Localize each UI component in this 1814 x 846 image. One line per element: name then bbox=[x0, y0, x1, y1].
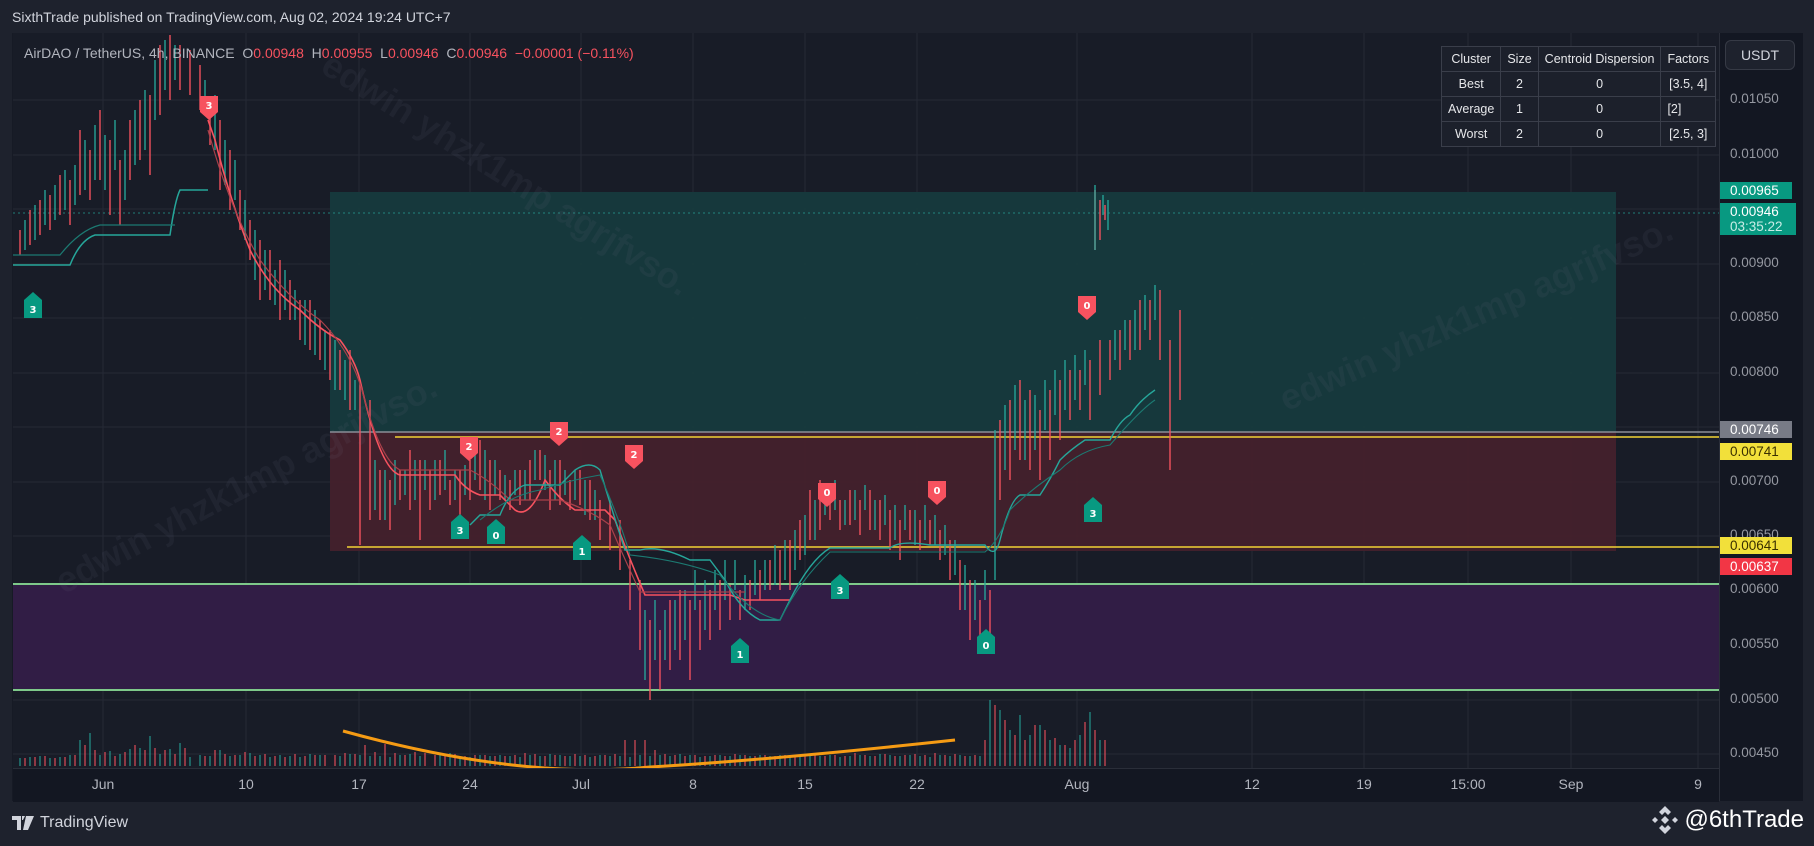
volume-bars bbox=[19, 700, 1106, 766]
volume-trend-curve bbox=[342, 729, 956, 768]
cluster-table: Cluster Size Centroid Dispersion Factors… bbox=[1440, 46, 1717, 147]
bar-countdown: 03:35:22 bbox=[1730, 219, 1783, 234]
price-tick: 0.00900 bbox=[1730, 255, 1779, 270]
time-tick: 12 bbox=[1244, 776, 1260, 792]
svg-text:3: 3 bbox=[206, 101, 213, 112]
price-tick: 0.01050 bbox=[1730, 91, 1779, 106]
bull-signal-3: 3 bbox=[24, 292, 42, 318]
svg-text:1: 1 bbox=[737, 650, 744, 661]
currency-button[interactable]: USDT bbox=[1725, 40, 1795, 70]
publish-line: SixthTrade published on TradingView.com,… bbox=[12, 9, 451, 25]
bull-signal-1: 1 bbox=[573, 535, 591, 560]
bull-signal-3b: 3 bbox=[451, 514, 469, 539]
signal-markers: 3 3 2 2 2 3 0 1 1 0 3 0 0 0 3 bbox=[24, 96, 1102, 663]
price-tick: 0.00450 bbox=[1730, 745, 1779, 760]
svg-text:0: 0 bbox=[1084, 301, 1091, 312]
lower-level-tag: 0.00641 bbox=[1720, 537, 1792, 554]
last-price-tag: 0.00946 03:35:22 bbox=[1720, 203, 1796, 235]
svg-text:2: 2 bbox=[466, 442, 473, 453]
time-tick: Aug bbox=[1064, 776, 1090, 792]
time-tick: Sep bbox=[1558, 776, 1584, 792]
low-value: 0.00946 bbox=[387, 45, 439, 61]
bear-signal-0a: 0 bbox=[818, 483, 836, 507]
svg-text:3: 3 bbox=[1090, 509, 1097, 520]
supertrend-bull-2 bbox=[13, 224, 175, 256]
binance-diamond-icon bbox=[1652, 806, 1679, 834]
svg-text:3: 3 bbox=[837, 586, 844, 597]
high-price-tag: 0.00965 bbox=[1720, 182, 1792, 199]
chart-plot-area[interactable]: 3 3 2 2 2 3 0 1 1 0 3 0 0 0 3 edwin yhzk… bbox=[13, 33, 1719, 768]
time-tick: 8 bbox=[689, 776, 697, 792]
bear-signal-3: 3 bbox=[200, 96, 218, 120]
time-tick: 19 bbox=[1356, 776, 1372, 792]
price-tick: 0.00800 bbox=[1730, 364, 1779, 379]
teal-zone bbox=[330, 192, 1616, 432]
time-axis[interactable] bbox=[13, 768, 1719, 802]
high-value: 0.00955 bbox=[321, 45, 373, 61]
price-tick: 0.00600 bbox=[1730, 581, 1779, 596]
time-tick: 10 bbox=[238, 776, 254, 792]
svg-text:2: 2 bbox=[631, 450, 638, 461]
tradingview-logo-icon bbox=[12, 816, 34, 830]
table-row: Worst 2 0 [2.5, 3] bbox=[1440, 121, 1717, 147]
price-tick: 0.00500 bbox=[1730, 691, 1779, 706]
supertrend-bull-4 bbox=[479, 399, 1156, 621]
time-tick: 22 bbox=[909, 776, 925, 792]
svg-text:0: 0 bbox=[824, 488, 831, 499]
svg-text:0: 0 bbox=[934, 486, 941, 497]
time-tick: 24 bbox=[462, 776, 478, 792]
bull-signal-0: 0 bbox=[487, 519, 505, 544]
bull-signal-3c: 3 bbox=[831, 574, 849, 599]
price-axis[interactable] bbox=[1719, 33, 1803, 801]
upper-level-tag: 0.00741 bbox=[1720, 443, 1792, 460]
price-tick: 0.00550 bbox=[1730, 636, 1779, 651]
bear-signal-2c: 2 bbox=[625, 445, 643, 469]
author-handle[interactable]: @6thTrade bbox=[1652, 806, 1804, 834]
price-tick: 0.01000 bbox=[1730, 146, 1779, 161]
svg-text:0: 0 bbox=[983, 641, 990, 652]
price-chart-svg: 3 3 2 2 2 3 0 1 1 0 3 0 0 0 3 bbox=[13, 33, 1719, 768]
price-tick: 0.00850 bbox=[1730, 309, 1779, 324]
box-top-tag: 0.00746 bbox=[1720, 421, 1792, 438]
time-tick: 17 bbox=[351, 776, 367, 792]
bear-signal-0b: 0 bbox=[928, 481, 946, 505]
supertrend-bull-1 bbox=[13, 189, 208, 266]
time-tick: 9 bbox=[1694, 776, 1702, 792]
supertrend-bear-1 bbox=[207, 119, 790, 601]
red-zone bbox=[330, 432, 1616, 551]
symbol-legend: AirDAO / TetherUS, 4h, BINANCE O0.00948 … bbox=[24, 45, 634, 61]
svg-text:3: 3 bbox=[30, 305, 37, 316]
bull-signal-0c: 0 bbox=[977, 629, 995, 654]
supertrend-bull-3 bbox=[469, 389, 1156, 621]
table-row: Average 1 0 [2] bbox=[1440, 96, 1717, 122]
table-row: Best 2 0 [3.5, 4] bbox=[1440, 71, 1717, 97]
time-tick: 15 bbox=[797, 776, 813, 792]
bull-signal-3d: 3 bbox=[1084, 497, 1102, 522]
change-value: −0.00001 (−0.11%) bbox=[514, 45, 634, 61]
price-tick: 0.00700 bbox=[1730, 473, 1779, 488]
svg-text:0: 0 bbox=[493, 531, 500, 542]
table-header-row: Cluster Size Centroid Dispersion Factors bbox=[1440, 46, 1717, 72]
time-tick: Jul bbox=[572, 776, 590, 792]
bear-signal-0c: 0 bbox=[1078, 296, 1096, 320]
svg-text:3: 3 bbox=[457, 526, 464, 537]
svg-text:2: 2 bbox=[556, 427, 563, 438]
bull-signal-1b: 1 bbox=[731, 638, 749, 663]
svg-text:1: 1 bbox=[579, 547, 586, 558]
bear-signal-2b: 2 bbox=[550, 422, 568, 446]
open-value: 0.00948 bbox=[253, 45, 304, 61]
supertrend-bear-2 bbox=[207, 129, 745, 593]
purple-zone bbox=[13, 584, 1719, 690]
bear-signal-2a: 2 bbox=[460, 437, 478, 461]
symbol-name[interactable]: AirDAO / TetherUS, 4h, BINANCE bbox=[24, 45, 235, 61]
time-tick: 15:00 bbox=[1450, 776, 1486, 792]
close-value: 0.00946 bbox=[456, 45, 508, 61]
time-tick: Jun bbox=[91, 776, 115, 792]
box-bottom-tag: 0.00637 bbox=[1720, 558, 1792, 575]
tradingview-logo[interactable]: TradingView bbox=[12, 814, 128, 832]
